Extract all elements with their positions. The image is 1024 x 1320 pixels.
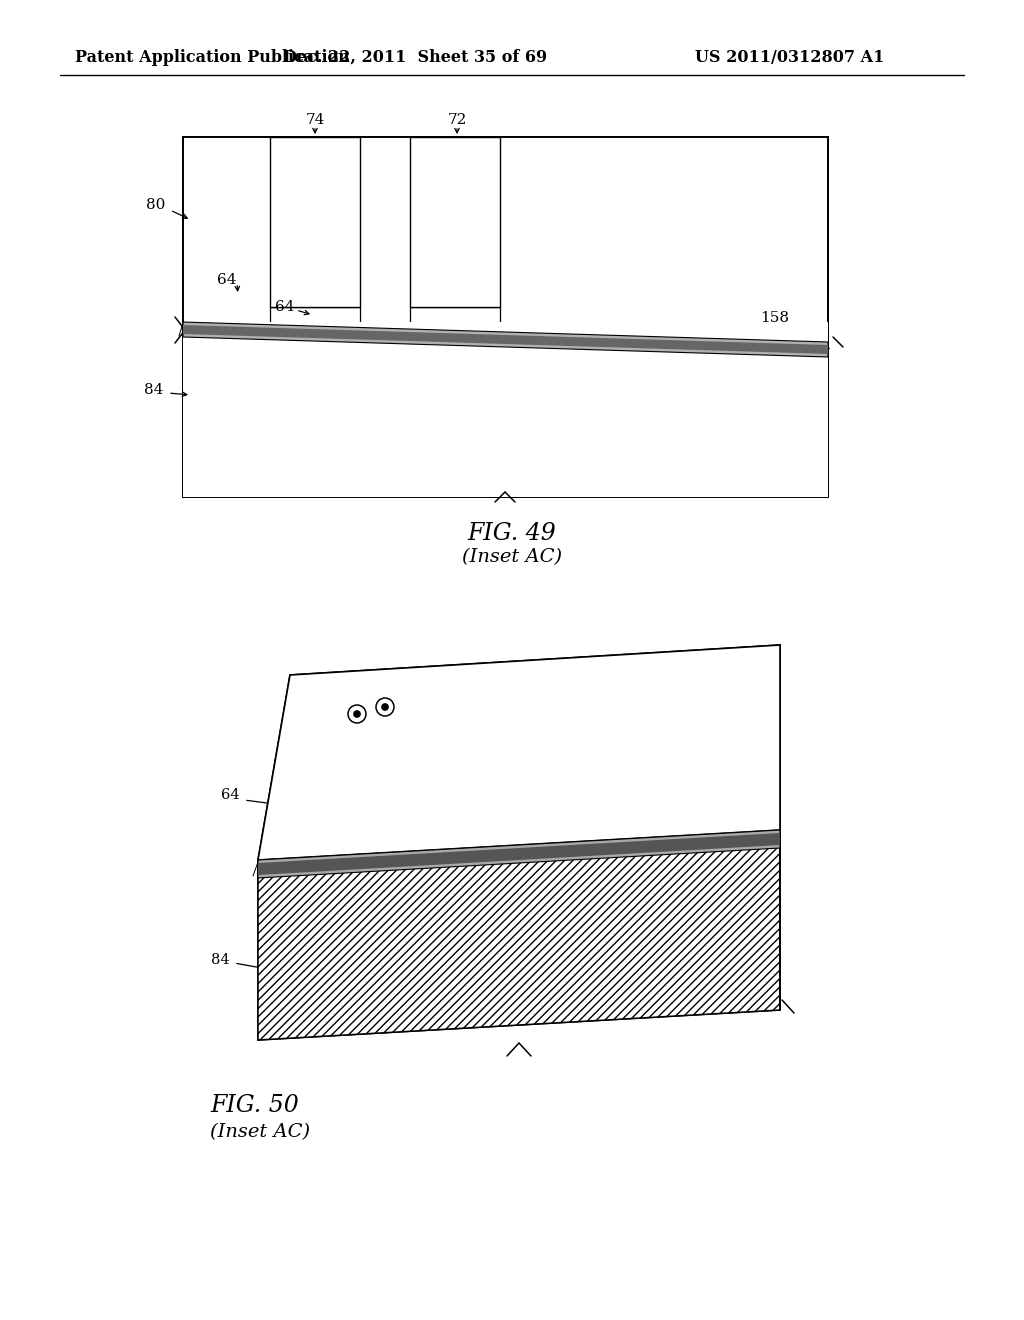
Polygon shape [258,830,780,878]
Polygon shape [183,325,828,354]
Text: 64: 64 [275,300,295,314]
Text: (Inset AC): (Inset AC) [210,1123,310,1140]
Polygon shape [258,833,780,875]
Text: 64: 64 [216,273,236,286]
Text: 72: 72 [447,114,467,127]
Bar [183,137,828,498]
Text: 150: 150 [317,673,345,686]
Text: Dec. 22, 2011  Sheet 35 of 69: Dec. 22, 2011 Sheet 35 of 69 [283,49,547,66]
Text: 64: 64 [221,788,240,803]
Text: Patent Application Publication: Patent Application Publication [75,49,350,66]
Text: (Inset AC): (Inset AC) [462,548,562,566]
Text: FIG. 49: FIG. 49 [468,521,556,544]
Text: US 2011/0312807 A1: US 2011/0312807 A1 [695,49,885,66]
Polygon shape [183,337,828,498]
Text: 84: 84 [211,953,230,968]
Polygon shape [258,645,780,861]
Text: 74: 74 [305,114,325,127]
Polygon shape [183,322,828,342]
Polygon shape [258,830,780,1040]
Text: 84: 84 [143,383,163,397]
Text: 158: 158 [520,903,548,917]
Circle shape [354,711,360,717]
Circle shape [382,704,388,710]
Bar [270,137,360,308]
Text: 151: 151 [410,668,437,682]
Text: 80: 80 [145,198,165,213]
Polygon shape [183,137,828,322]
Bar [410,137,500,308]
Text: 158: 158 [760,312,790,325]
Text: FIG. 50: FIG. 50 [210,1093,299,1117]
Polygon shape [183,322,828,356]
